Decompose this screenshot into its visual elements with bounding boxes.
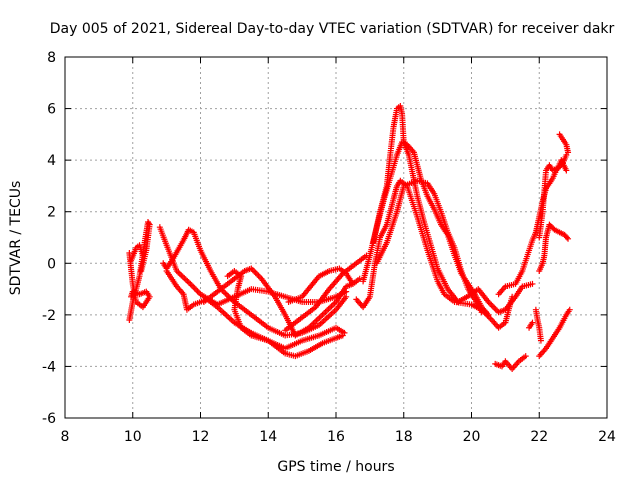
x-tick-label: 12	[192, 429, 210, 445]
data-point	[193, 286, 200, 293]
series-track-14	[373, 177, 485, 316]
x-tick-label: 10	[124, 429, 142, 445]
data-point	[486, 300, 493, 307]
data-point	[343, 293, 350, 300]
x-tick-label: 24	[598, 429, 616, 445]
x-tick-label: 16	[327, 429, 345, 445]
x-tick-label: 20	[463, 429, 481, 445]
data-point	[190, 283, 197, 290]
y-axis-label: SDTVAR / TECUs	[8, 181, 24, 296]
data-point	[522, 353, 529, 360]
data-point	[488, 301, 495, 308]
x-tick-label: 14	[259, 429, 277, 445]
data-point	[188, 282, 195, 289]
data-point	[478, 309, 485, 316]
y-tick-label: 0	[47, 256, 56, 272]
data-point	[339, 332, 346, 339]
series-track-20	[492, 353, 529, 373]
series-track-17	[536, 157, 570, 241]
y-tick-label: 8	[47, 50, 56, 66]
series-track-3	[128, 242, 146, 264]
data-point	[138, 268, 145, 275]
series-track-13	[360, 139, 492, 318]
x-axis-label: GPS time / hours	[277, 459, 394, 475]
data-point	[565, 235, 572, 242]
data-point	[255, 272, 262, 279]
series-track-15	[495, 151, 570, 298]
series-track-16	[536, 221, 572, 275]
series-track-9	[285, 265, 363, 305]
series-track-10	[282, 252, 370, 334]
series-track-19	[532, 306, 544, 344]
series-track-18	[556, 131, 572, 156]
data-point	[563, 234, 570, 241]
data-point	[489, 303, 496, 310]
data-point	[485, 311, 492, 318]
data-point	[139, 252, 146, 259]
data-point	[529, 319, 536, 326]
y-tick-label: 6	[47, 102, 56, 118]
y-tick-label: 4	[47, 153, 56, 169]
x-tick-label: 18	[395, 429, 413, 445]
data-point	[194, 288, 201, 295]
data-point	[566, 306, 573, 313]
data-point	[252, 269, 259, 276]
x-tick-label: 8	[61, 429, 70, 445]
chart-title: Day 005 of 2021, Sidereal Day-to-day VTE…	[50, 21, 615, 37]
data-point	[128, 293, 135, 300]
grid	[65, 57, 607, 418]
x-tick-label: 22	[530, 429, 548, 445]
series-track-2	[126, 249, 153, 311]
data-point	[491, 304, 498, 311]
data-point	[529, 280, 536, 287]
data-point	[249, 266, 256, 273]
data-point	[537, 337, 544, 344]
data-point	[254, 271, 261, 278]
x-axis: 8 10 12 14 16 18 20 22 24	[61, 57, 616, 445]
y-tick-label: -2	[42, 308, 56, 324]
series-track-21	[526, 319, 536, 331]
data-point	[191, 285, 198, 292]
y-tick-label: -4	[42, 359, 56, 375]
series-track-22	[536, 306, 573, 360]
y-axis: -6 -4 -2 0 2 4 6 8	[42, 50, 607, 427]
data-point	[565, 149, 572, 156]
data-layer	[126, 102, 573, 373]
y-tick-label: -6	[42, 411, 56, 427]
y-tick-label: 2	[47, 205, 56, 221]
series-track-8	[224, 268, 346, 360]
data-point	[563, 167, 570, 174]
